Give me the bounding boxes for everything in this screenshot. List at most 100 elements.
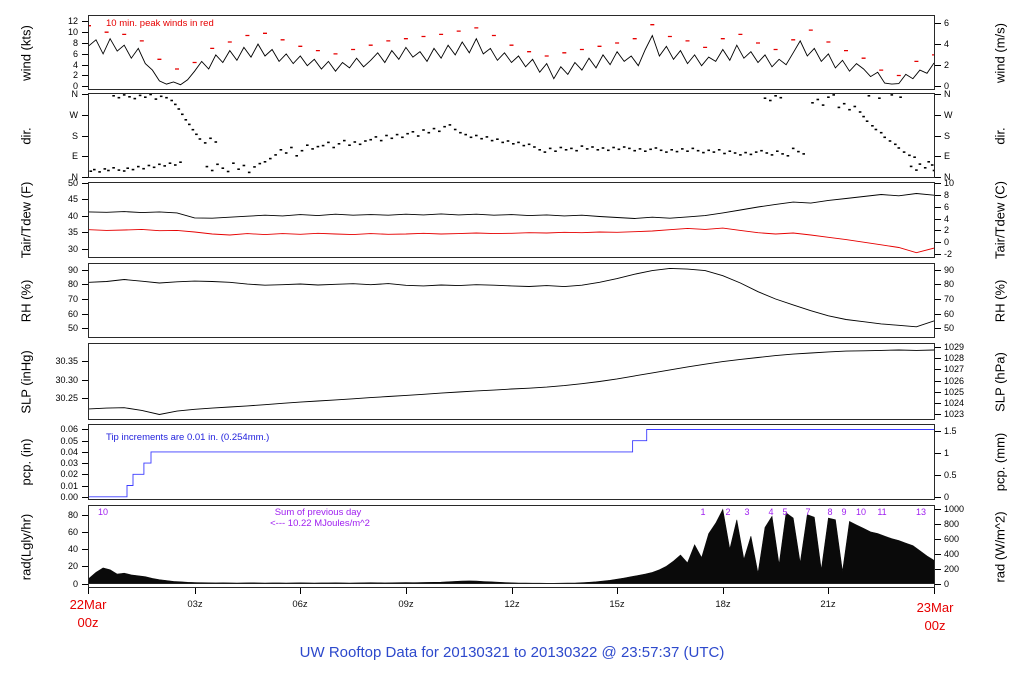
dir-plot (89, 94, 934, 174)
wind-right-tick (935, 44, 941, 45)
rh-left-tick (82, 328, 88, 329)
tair-left-tick-label: 45 (67, 194, 78, 204)
slp-right-tick-label: 1029 (944, 342, 965, 352)
rh-right-tick (935, 328, 941, 329)
slp-left-tick-label: 30.25 (55, 393, 78, 403)
panel-temperature-dewpoint (88, 182, 935, 258)
end-date-label: 23Mar (916, 600, 954, 615)
rh-right-tick-label: 80 (944, 279, 955, 289)
pcp-right-tick-label: 0 (944, 492, 950, 502)
pcp-left-tick-label: 0.04 (60, 447, 78, 457)
tair-right-tick (935, 183, 941, 184)
tair-plot (89, 193, 934, 254)
tair-right-tick-label: 0 (944, 237, 950, 247)
rad-left-tick-label: 20 (67, 561, 78, 571)
wind-left-tick-label: 0 (72, 81, 78, 91)
wind-series-line (89, 34, 934, 86)
pcp-left-tick (82, 497, 88, 498)
tair-right-tick (935, 230, 941, 231)
slp-right-tick (935, 358, 941, 359)
x-tick-label: 03z (187, 599, 203, 610)
rad-hour-label: 9 (841, 507, 847, 517)
rad-left-tick (82, 515, 88, 516)
slp-left-tick (82, 398, 88, 399)
dir-left-tick-label: W (69, 110, 79, 120)
tair-right-tick-label: 2 (944, 225, 950, 235)
tair-left-tick-label: 50 (67, 178, 78, 188)
rh-left-tick-label: 80 (67, 279, 78, 289)
tair-right-tick (935, 254, 941, 255)
rad-right-tick-label: 800 (944, 519, 960, 529)
rad-hour-label: 10 (855, 507, 867, 517)
start-hour-label: 00z (77, 615, 99, 630)
rh-series-line (89, 267, 934, 328)
pcp-left-tick (82, 463, 88, 464)
tair-left-tick-label: 40 (67, 211, 78, 221)
axis-label-rad-wm2: rad (W/m^2) (992, 510, 1008, 583)
rh-right-tick-label: 50 (944, 323, 955, 333)
pcp-right-tick (935, 453, 941, 454)
rh-right-tick-label: 70 (944, 294, 955, 304)
start-date-label: 22Mar (69, 597, 107, 612)
rh-right-tick-label: 90 (944, 265, 955, 275)
pcp-left-tick-label: 0.01 (60, 481, 78, 491)
rad-right-tick (935, 584, 941, 585)
tair-right-tick (935, 207, 941, 208)
x-tick (406, 588, 407, 594)
tair-right-tick (935, 242, 941, 243)
axis-label-dir-right: dir. (992, 126, 1008, 145)
tair-right-tick-label: 6 (944, 202, 950, 212)
panel-relative-humidity (88, 263, 935, 338)
rad-right-tick (935, 524, 941, 525)
x-tick-label: 06z (292, 599, 308, 610)
wind-left-tick-label: 2 (72, 70, 78, 80)
rad-left-tick (82, 549, 88, 550)
panel-wind-speed (88, 15, 935, 90)
pcp-left-tick-label: 0.05 (60, 436, 78, 446)
x-tick (195, 588, 196, 594)
slp-right-tick-label: 1023 (944, 409, 965, 419)
rh-left-tick (82, 299, 88, 300)
panel-radiation (88, 505, 935, 588)
wind-left-tick-label: 4 (72, 60, 78, 70)
tair-series-line (89, 193, 934, 219)
dir-left-tick-label: N (71, 172, 79, 182)
dir-right-tick (935, 136, 941, 137)
pcp-left-tick-label: 0.03 (60, 458, 78, 468)
tair-right-tick-label: 8 (944, 190, 950, 200)
wind-left-tick (82, 21, 88, 22)
chart-title: UW Rooftop Data for 20130321 to 20130322… (299, 644, 725, 661)
peak-winds-annotation: 10 min. peak winds in red (106, 18, 214, 29)
pcp-left-tick (82, 452, 88, 453)
dir-left-tick (82, 94, 88, 95)
pcp-right-tick-label: 0.5 (944, 470, 957, 480)
rad-right-tick (935, 509, 941, 510)
pcp-right-tick (935, 431, 941, 432)
tair-right-tick-label: 10 (944, 178, 955, 188)
panel-wind-direction (88, 93, 935, 178)
rad-right-tick-label: 200 (944, 564, 960, 574)
rad-plot (89, 508, 934, 584)
rad-left-tick-label: 40 (67, 544, 78, 554)
pcp-left-tick (82, 429, 88, 430)
wind-left-tick-label: 8 (72, 38, 78, 48)
slp-right-tick-label: 1025 (944, 387, 965, 397)
x-tick-label: 18z (715, 599, 731, 610)
dir-left-tick-label: S (71, 131, 78, 141)
rad-right-tick (935, 539, 941, 540)
slp-left-tick-label: 30.30 (55, 375, 78, 385)
rh-right-tick (935, 299, 941, 300)
dir-right-tick (935, 94, 941, 95)
rad-hour-label: 3 (744, 507, 750, 517)
slp-right-tick (935, 369, 941, 370)
pcp-left-tick (82, 441, 88, 442)
tair-right-tick (935, 195, 941, 196)
pcp-right-tick-label: 1 (944, 448, 950, 458)
rh-right-tick (935, 284, 941, 285)
rad-sum-annotation-line1: Sum of previous day (274, 507, 362, 518)
axis-label-pcp-mm: pcp. (mm) (992, 432, 1008, 492)
rh-left-tick (82, 270, 88, 271)
rad-hour-label: 1 (700, 507, 706, 517)
wind-right-tick (935, 23, 941, 24)
